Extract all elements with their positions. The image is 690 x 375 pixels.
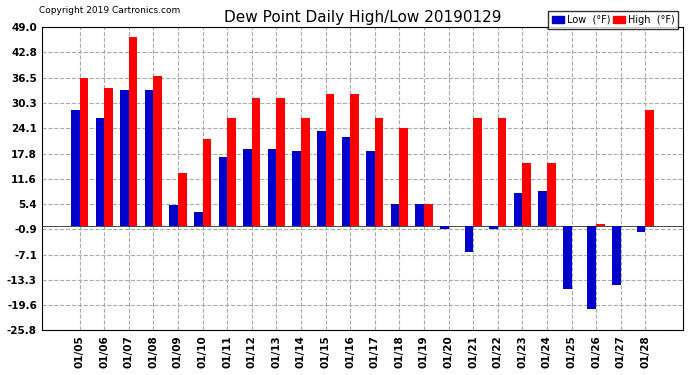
Bar — [415, 204, 424, 226]
Bar — [203, 139, 211, 226]
Bar — [522, 163, 531, 226]
Bar — [538, 191, 547, 226]
Bar — [391, 204, 400, 226]
Bar — [547, 163, 555, 226]
Legend: Low  (°F), High  (°F): Low (°F), High (°F) — [548, 11, 678, 28]
Bar — [596, 224, 604, 226]
Bar — [645, 110, 654, 226]
Bar — [489, 226, 497, 230]
Bar — [464, 226, 473, 252]
Bar — [120, 90, 129, 226]
Bar — [268, 149, 276, 226]
Bar — [219, 157, 227, 226]
Bar — [375, 118, 384, 226]
Bar — [637, 226, 645, 232]
Bar — [326, 94, 334, 226]
Bar — [79, 78, 88, 226]
Bar — [440, 226, 449, 230]
Bar — [293, 151, 301, 226]
Bar — [317, 130, 326, 226]
Bar — [276, 98, 285, 226]
Bar — [178, 173, 186, 226]
Bar — [153, 76, 162, 226]
Bar — [169, 206, 178, 226]
Bar — [243, 149, 252, 226]
Bar — [563, 226, 571, 289]
Bar — [194, 211, 203, 226]
Bar — [400, 128, 408, 226]
Text: Copyright 2019 Cartronics.com: Copyright 2019 Cartronics.com — [39, 6, 180, 15]
Bar — [71, 110, 79, 226]
Bar — [252, 98, 260, 226]
Bar — [301, 118, 310, 226]
Bar — [350, 94, 359, 226]
Bar — [342, 136, 350, 226]
Bar — [612, 226, 621, 285]
Bar — [145, 90, 153, 226]
Bar — [95, 118, 104, 226]
Bar — [227, 118, 236, 226]
Bar — [366, 151, 375, 226]
Bar — [513, 194, 522, 226]
Bar — [424, 204, 433, 226]
Bar — [129, 37, 137, 226]
Bar — [587, 226, 596, 309]
Title: Dew Point Daily High/Low 20190129: Dew Point Daily High/Low 20190129 — [224, 10, 501, 25]
Bar — [473, 118, 482, 226]
Bar — [104, 88, 112, 226]
Bar — [497, 118, 506, 226]
